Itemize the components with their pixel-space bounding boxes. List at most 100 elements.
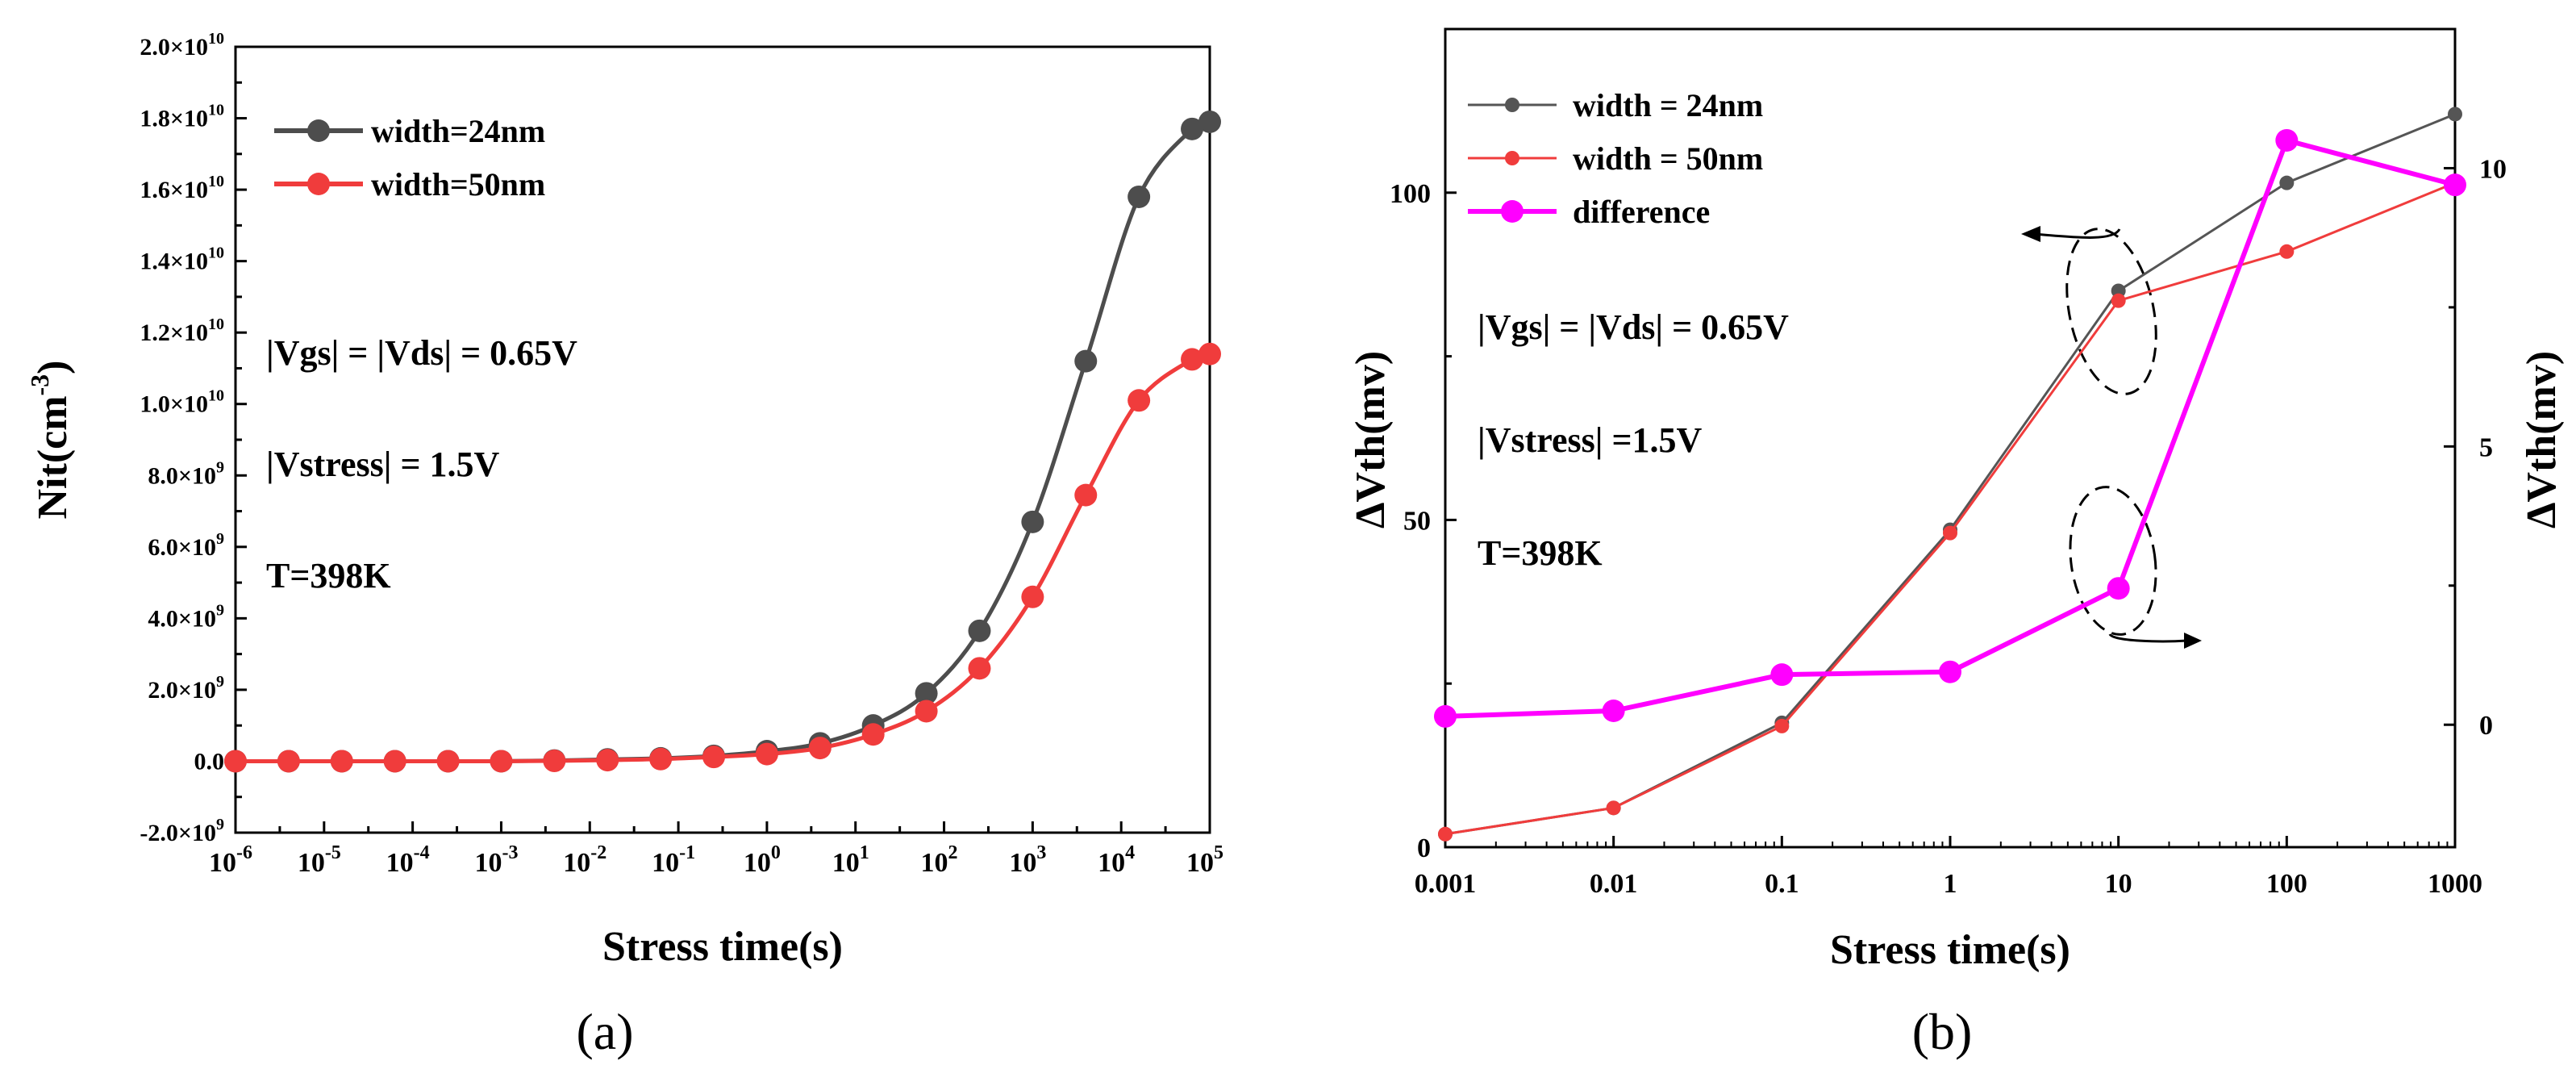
y-axis-ticks-a: -2.0×109 0.0 2.0×109 4.0×109 6.0×109 8.0×109 1… (140, 30, 247, 846)
arrow-left-curve (2033, 228, 2121, 239)
data-point-a-1-13 (915, 700, 938, 723)
y-tick-label-a-10: 1.8×1010 (140, 102, 224, 132)
data-point-b-1-5 (2279, 244, 2295, 259)
axis-indicator-left (2021, 226, 2157, 395)
data-point-b-2-4 (2107, 577, 2130, 600)
y-tick-label-a-5: 8.0×109 (148, 458, 224, 489)
data-point-a-1-4 (436, 750, 460, 773)
series-line-b-1 (1444, 182, 2456, 836)
y-axis-title-a: Nit(cm-3) (25, 360, 76, 519)
data-point-a-0-17 (1128, 185, 1151, 208)
arrow-right-curve (2108, 633, 2188, 643)
annotation-bias-b: |Vgs| = |Vds| = 0.65V (1478, 307, 1789, 347)
y-left-tick-label-b-2: 100 (1390, 179, 1431, 209)
dashed-ellipse-lower (2069, 486, 2157, 636)
annotation-temp-a: T=398K (266, 556, 391, 595)
x-axis-ticks-a: 10-6 10-5 10-4 10-3 10-2 10-1 100 101 102 103 104 1… (209, 821, 1223, 878)
x-tick-label-a-11: 105 (1186, 842, 1223, 878)
x-tick-label-a-2: 10-4 (386, 842, 430, 878)
annotation-temp-b: T=398K (1478, 533, 1603, 573)
data-point-b-2-6 (2444, 173, 2466, 197)
x-axis-ticks-b: 0.001 0.01 0.1 1 10 100 1000 (1415, 836, 2482, 899)
axis-indicator-right (2069, 486, 2202, 649)
data-point-a-0-19 (1198, 110, 1221, 133)
x-tick-label-a-9: 103 (1009, 842, 1046, 878)
panel-label-a: (a) (576, 1003, 633, 1060)
plot-frame-a (234, 45, 1211, 834)
x-tick-label-b-6: 1000 (2428, 869, 2482, 899)
data-point-b-2-2 (1770, 663, 1794, 687)
data-point-b-1-4 (2111, 293, 2126, 308)
y-right-tick-label-b-1: 5 (2479, 432, 2493, 462)
x-tick-label-a-1: 10-5 (298, 842, 341, 878)
data-point-a-0-13 (915, 682, 938, 705)
panel-label-b: (b) (1912, 1003, 1973, 1060)
series-group-b (1434, 107, 2466, 842)
y-tick-label-a-4: 6.0×109 (148, 530, 224, 561)
y-tick-label-a-7: 1.2×1010 (140, 315, 224, 346)
data-point-a-1-15 (1021, 585, 1044, 608)
y-axis-title-a-main: Nit(cm (30, 395, 76, 519)
y-axis-title-left-b: ΔVth(mv) (1348, 351, 1394, 528)
data-point-a-1-1 (277, 750, 300, 773)
x-tick-label-a-7: 101 (832, 842, 869, 878)
legend-b: width = 24nm width = 50nm difference (1468, 87, 1763, 230)
data-point-a-1-10 (755, 742, 778, 766)
panel-a: -2.0×109 0.0 2.0×109 4.0×109 6.0×109 8.0×109 1… (25, 30, 1223, 1060)
x-tick-label-b-0: 0.001 (1415, 869, 1477, 899)
data-point-b-2-5 (2275, 128, 2299, 152)
y-left-tick-label-b-0: 0 (1417, 833, 1431, 863)
y-axis-ticks-right-b: 0 5 10 (2444, 154, 2507, 741)
data-point-a-1-16 (1074, 483, 1098, 507)
data-point-a-1-14 (968, 657, 991, 680)
data-point-a-0-14 (968, 619, 991, 642)
y-axis-ticks-left-b: 0 50 100 (1390, 27, 1457, 863)
data-point-a-0-16 (1074, 349, 1098, 373)
data-point-b-0-5 (2279, 175, 2295, 190)
x-tick-label-b-3: 1 (1944, 869, 1957, 899)
data-point-a-1-18 (1181, 348, 1204, 371)
series-line-a-0 (236, 119, 1211, 764)
legend-marker-50nm (307, 173, 330, 195)
data-point-a-1-8 (649, 747, 673, 771)
x-axis-title-a: Stress time(s) (602, 924, 843, 970)
data-point-a-1-11 (808, 737, 832, 760)
x-tick-label-a-8: 102 (921, 842, 958, 878)
legend-marker-50nm-b (1505, 151, 1519, 165)
data-point-a-1-2 (330, 750, 353, 773)
data-point-b-2-1 (1602, 700, 1625, 722)
data-point-a-1-19 (1198, 342, 1221, 365)
dashed-ellipse-upper (2065, 228, 2157, 395)
legend-label-50nm-b: width = 50nm (1573, 140, 1763, 177)
y-tick-label-a-1: 0.0 (194, 748, 225, 775)
legend-label-difference: difference (1573, 194, 1710, 230)
data-point-a-1-7 (596, 749, 619, 772)
y-axis-title-a-end: ) (30, 360, 76, 374)
data-point-a-1-9 (702, 746, 726, 769)
x-tick-label-a-3: 10-3 (474, 842, 518, 878)
legend-marker-difference (1501, 200, 1524, 223)
y-right-tick-label-b-0: 0 (2479, 711, 2493, 741)
x-tick-label-a-6: 100 (744, 842, 781, 878)
data-point-a-1-3 (383, 750, 406, 773)
y-tick-label-a-0: -2.0×109 (140, 816, 224, 846)
y-axis-title-right-b: ΔVth(mv) (2519, 351, 2565, 528)
data-point-a-1-0 (224, 750, 247, 773)
annotation-stress-a: |Vstress| = 1.5V (266, 445, 500, 484)
x-tick-label-b-5: 100 (2266, 869, 2307, 899)
data-point-b-1-2 (1774, 718, 1790, 733)
x-tick-label-b-2: 0.1 (1765, 869, 1799, 899)
legend-label-50nm: width=50nm (371, 166, 545, 203)
y-tick-label-a-9: 1.6×1010 (140, 173, 224, 203)
data-point-b-1-1 (1606, 800, 1621, 816)
data-point-a-0-15 (1021, 510, 1044, 533)
y-tick-label-a-8: 1.4×1010 (140, 244, 224, 275)
y-tick-label-a-3: 4.0×109 (148, 601, 224, 632)
legend-marker-24nm-b (1505, 98, 1519, 112)
arrow-left-head (2021, 226, 2040, 242)
y-tick-label-a-2: 2.0×109 (148, 673, 224, 704)
arrow-right-head (2184, 633, 2202, 649)
y-tick-label-a-6: 1.0×1010 (140, 387, 224, 418)
x-tick-label-a-0: 10-6 (209, 842, 252, 878)
legend-a: width=24nm width=50nm (274, 113, 545, 203)
